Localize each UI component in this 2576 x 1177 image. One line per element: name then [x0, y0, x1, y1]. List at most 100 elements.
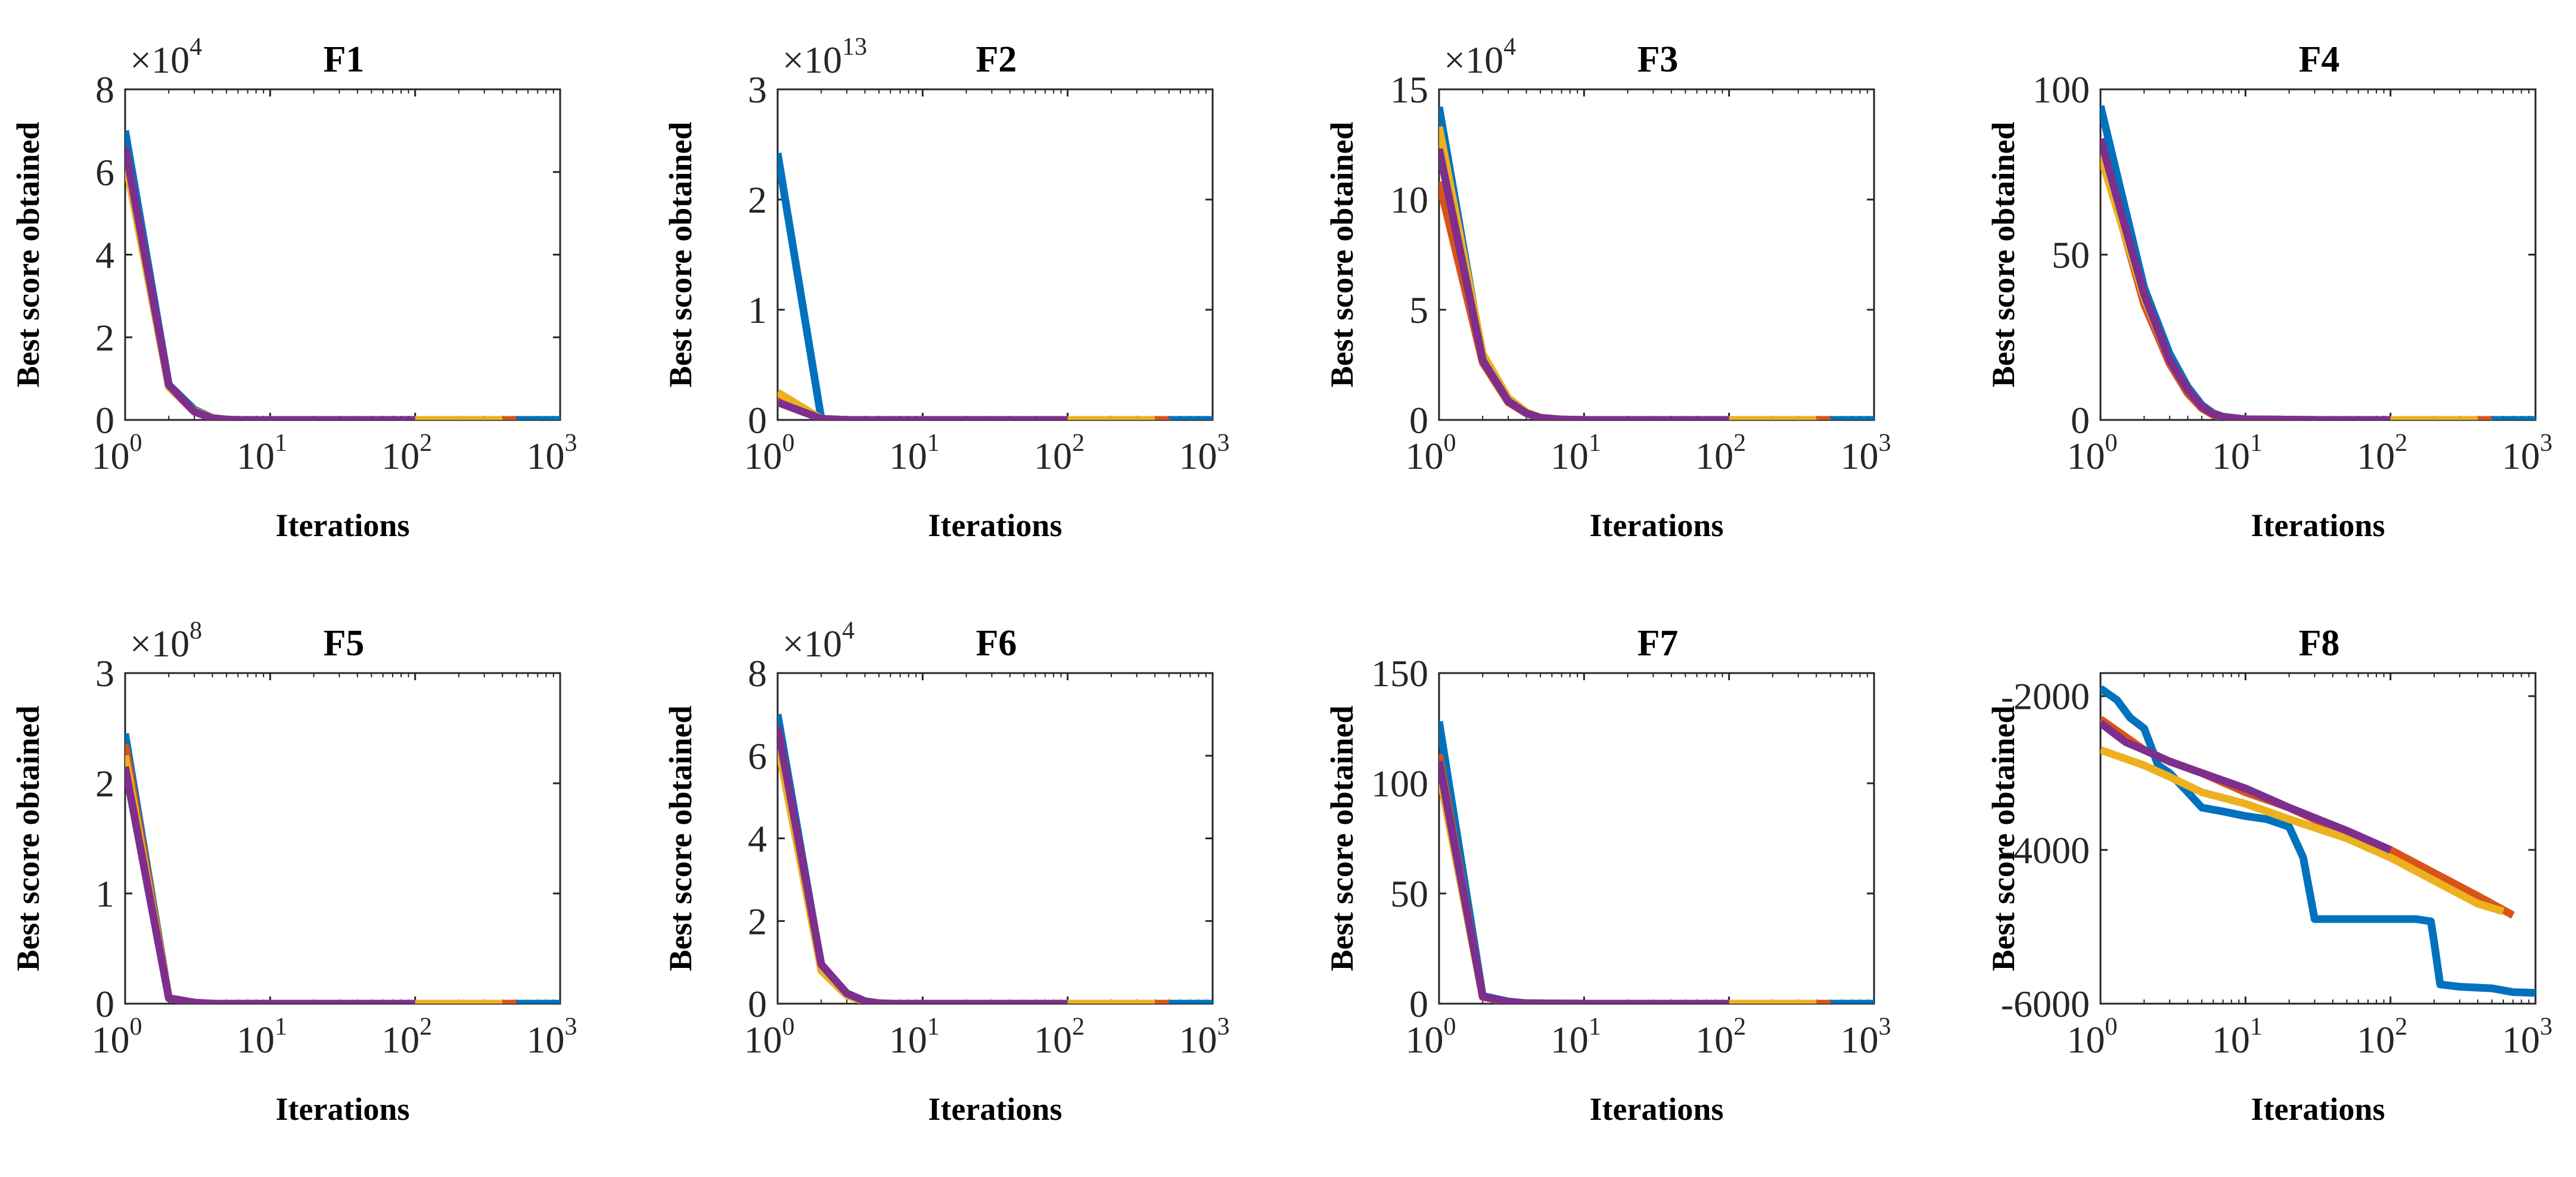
- x-tick-exponent: 2: [1072, 1013, 1085, 1041]
- x-tick-label: 101: [889, 1013, 940, 1061]
- x-tick-base: 10: [889, 1019, 927, 1061]
- y-axis-label: Best score obtained: [10, 122, 46, 388]
- y-tick-label: 0: [1409, 983, 1428, 1025]
- x-tick-base: 10: [889, 435, 927, 477]
- plot-area: [776, 88, 1214, 421]
- series-line-4: [125, 766, 415, 1004]
- multiplier-base: ×10: [782, 622, 842, 665]
- series-line-4: [1439, 760, 1729, 1004]
- x-axis-label: Iterations: [2251, 507, 2385, 543]
- x-tick-base: 10: [1550, 435, 1589, 477]
- x-tick-base: 10: [237, 1019, 275, 1061]
- multiplier-exponent: 13: [842, 33, 867, 61]
- x-tick-exponent: 1: [1589, 1013, 1601, 1041]
- y-tick-label: 8: [748, 652, 767, 695]
- y-tick-label: 2: [748, 179, 767, 221]
- x-tick-exponent: 2: [1072, 429, 1085, 457]
- y-tick-label: 5: [1409, 289, 1428, 331]
- x-axis-label: Iterations: [2251, 1091, 2385, 1127]
- axis-multiplier: ×1013: [782, 33, 867, 81]
- y-tick-label: 0: [748, 399, 767, 441]
- x-tick-label: 102: [381, 1013, 432, 1061]
- x-tick-exponent: 3: [565, 429, 577, 457]
- x-tick-base: 10: [92, 435, 130, 477]
- y-tick-label: 1: [748, 289, 767, 331]
- chart-title: F2: [976, 39, 1017, 80]
- x-tick-label: 102: [1695, 1013, 1746, 1061]
- y-tick-label: -6000: [2001, 983, 2090, 1025]
- x-tick-base: 10: [2357, 435, 2395, 477]
- x-tick-label: 101: [2212, 1013, 2263, 1061]
- plot-area: [776, 672, 1214, 1005]
- x-tick-base: 10: [1695, 1019, 1733, 1061]
- x-tick-exponent: 0: [130, 1013, 142, 1041]
- x-tick-label: 102: [1695, 429, 1746, 477]
- y-axis-label: Best score obtained: [10, 706, 46, 972]
- plot-area: [1438, 88, 1875, 421]
- multiplier-base: ×10: [1444, 39, 1503, 81]
- x-tick-exponent: 1: [1589, 429, 1601, 457]
- chart-title: F6: [976, 623, 1017, 664]
- y-tick-label: -4000: [2001, 829, 2090, 871]
- x-tick-base: 10: [744, 435, 782, 477]
- x-tick-exponent: 3: [2540, 429, 2553, 457]
- x-tick-label: 101: [2212, 429, 2263, 477]
- y-tick-label: 2: [95, 316, 114, 359]
- y-axis-label: Best score obtained: [1985, 122, 2021, 388]
- x-tick-exponent: 0: [2105, 429, 2118, 457]
- axis-multiplier: ×108: [130, 617, 202, 665]
- x-tick-label: 102: [1034, 1013, 1085, 1061]
- y-tick-label: 10: [1390, 179, 1428, 221]
- x-tick-base: 10: [1406, 435, 1444, 477]
- y-tick-label: 150: [1371, 652, 1428, 695]
- multiplier-base: ×10: [782, 39, 842, 81]
- x-tick-exponent: 3: [1217, 429, 1230, 457]
- y-tick-label: 4: [748, 818, 767, 860]
- x-tick-base: 10: [1179, 435, 1217, 477]
- multiplier-base: ×10: [130, 39, 189, 81]
- y-tick-label: 0: [748, 983, 767, 1025]
- y-tick-label: 2: [95, 762, 114, 805]
- y-tick-label: 0: [1409, 399, 1428, 441]
- x-tick-base: 10: [2357, 1019, 2395, 1061]
- y-axis-label: Best score obtained: [663, 122, 698, 388]
- x-tick-label: 103: [527, 429, 577, 477]
- x-axis-label: Iterations: [928, 507, 1062, 543]
- series-line-3: [2100, 746, 2504, 916]
- x-tick-base: 10: [2067, 1019, 2105, 1061]
- x-tick-label: 100: [92, 429, 142, 477]
- x-tick-exponent: 0: [782, 1013, 795, 1041]
- y-tick-label: 6: [748, 735, 767, 777]
- y-axis-label: Best score obtained: [1985, 706, 2021, 972]
- series-line-4: [2100, 720, 2392, 854]
- x-tick-base: 10: [381, 1019, 420, 1061]
- chart-title: F7: [1637, 623, 1679, 664]
- x-tick-base: 10: [1406, 1019, 1444, 1061]
- x-tick-base: 10: [744, 1019, 782, 1061]
- x-tick-base: 10: [1034, 435, 1072, 477]
- x-tick-exponent: 1: [2250, 1013, 2263, 1041]
- x-tick-exponent: 0: [782, 429, 795, 457]
- y-axis-label: Best score obtained: [1324, 122, 1360, 388]
- x-tick-exponent: 3: [1879, 429, 1891, 457]
- axis-multiplier: ×104: [130, 33, 202, 81]
- series-line-4: [125, 146, 415, 420]
- x-tick-base: 10: [2067, 435, 2105, 477]
- x-tick-label: 103: [1841, 429, 1891, 477]
- x-tick-label: 103: [2502, 1013, 2553, 1061]
- x-tick-label: 103: [2502, 429, 2553, 477]
- x-axis-label: Iterations: [1590, 1091, 1724, 1127]
- x-tick-label: 100: [92, 1013, 142, 1061]
- x-tick-base: 10: [1550, 1019, 1589, 1061]
- x-tick-base: 10: [1179, 1019, 1217, 1061]
- multiplier-exponent: 4: [1503, 33, 1516, 61]
- multiplier-exponent: 4: [189, 33, 202, 61]
- x-tick-base: 10: [381, 435, 420, 477]
- x-tick-base: 10: [2502, 435, 2540, 477]
